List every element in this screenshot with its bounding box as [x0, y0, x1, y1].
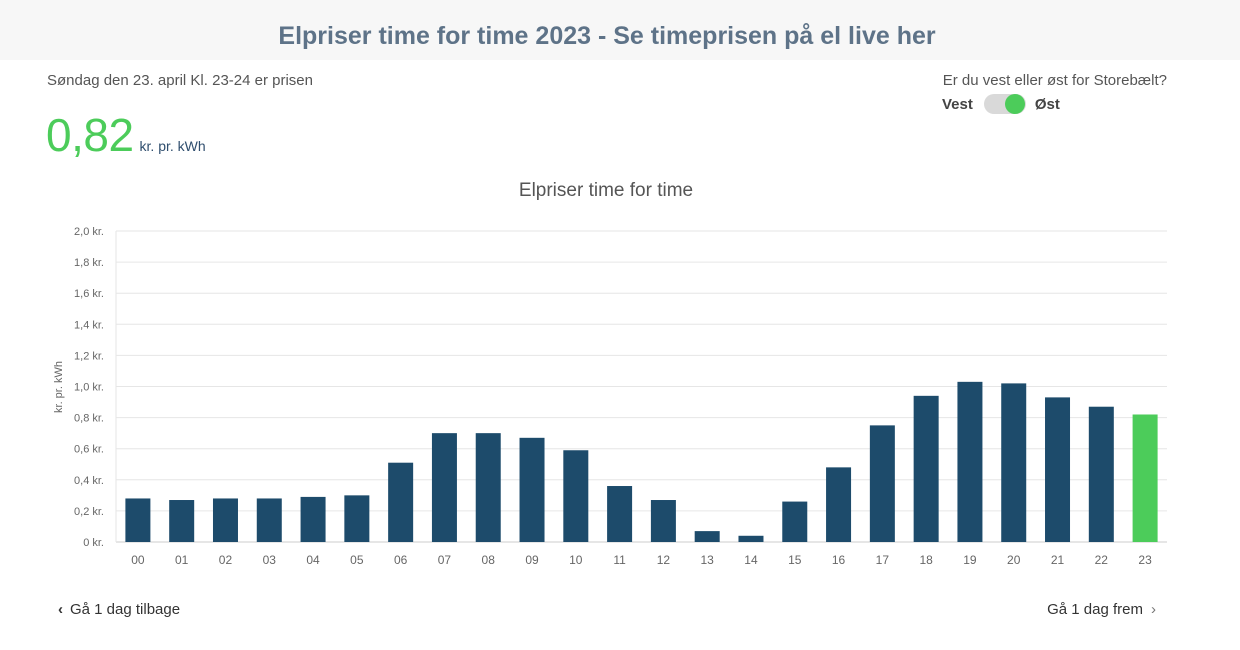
bar-hour-21[interactable]	[1045, 397, 1071, 542]
bar-hour-05[interactable]	[344, 495, 370, 542]
bar-hour-00[interactable]	[125, 498, 151, 542]
bar-hour-04[interactable]	[300, 496, 326, 542]
bar-hour-12[interactable]	[650, 500, 676, 542]
y-tick-label: 1,6 kr.	[74, 288, 104, 300]
bar-hour-16[interactable]	[826, 467, 852, 542]
x-tick-label: 18	[919, 553, 933, 567]
region-west-label[interactable]: Vest	[942, 95, 973, 113]
previous-day-link[interactable]: ‹ Gå 1 dag tilbage	[58, 601, 180, 618]
y-tick-label: 0,2 kr.	[74, 506, 104, 518]
bar-hour-06[interactable]	[388, 462, 414, 542]
bar-hour-07[interactable]	[431, 433, 457, 542]
bar-hour-22[interactable]	[1088, 406, 1114, 542]
header-band	[0, 0, 1240, 60]
bar-hour-19[interactable]	[957, 381, 983, 542]
x-tick-label: 06	[394, 553, 408, 567]
x-tick-label: 08	[482, 553, 496, 567]
x-tick-label: 22	[1095, 553, 1109, 567]
bar-hour-13[interactable]	[694, 531, 720, 542]
next-day-link[interactable]: Gå 1 dag frem ›	[1047, 601, 1156, 618]
previous-day-label: Gå 1 dag tilbage	[70, 601, 181, 618]
x-tick-label: 21	[1051, 553, 1065, 567]
bar-hour-08[interactable]	[475, 433, 501, 542]
x-tick-label: 13	[701, 553, 715, 567]
x-tick-label: 04	[306, 553, 320, 567]
y-tick-label: 0,4 kr.	[74, 475, 104, 487]
region-east-label[interactable]: Øst	[1034, 95, 1060, 113]
current-price-label: Søndag den 23. april Kl. 23-24 er prisen	[47, 72, 313, 89]
bar-hour-20[interactable]	[1001, 383, 1027, 542]
x-tick-label: 03	[263, 553, 277, 567]
x-tick-label: 23	[1138, 553, 1152, 567]
chart-title: Elpriser time for time	[519, 180, 693, 201]
region-toggle-row: Vest Øst	[942, 94, 1060, 114]
y-axis-label: kr. pr. kWh	[53, 361, 65, 413]
y-tick-label: 1,2 kr.	[74, 350, 104, 362]
x-tick-label: 00	[131, 553, 145, 567]
current-price-value: 0,82	[46, 109, 134, 161]
toggle-knob	[1004, 94, 1025, 114]
y-tick-label: 0,8 kr.	[74, 413, 104, 425]
x-tick-label: 14	[744, 553, 758, 567]
chevron-left-icon: ‹	[58, 601, 63, 618]
current-price: 0,82 kr. pr. kWh	[46, 108, 206, 162]
bar-hour-02[interactable]	[212, 498, 238, 542]
x-tick-label: 07	[438, 553, 452, 567]
x-tick-label: 10	[569, 553, 583, 567]
x-tick-label: 16	[832, 553, 846, 567]
x-tick-label: 20	[1007, 553, 1021, 567]
current-price-unit: kr. pr. kWh	[139, 138, 206, 154]
bar-hour-18[interactable]	[913, 395, 939, 542]
bar-hour-10[interactable]	[563, 450, 589, 542]
y-tick-label: 0,6 kr.	[74, 444, 104, 456]
x-tick-label: 09	[525, 553, 539, 567]
next-day-label: Gå 1 dag frem	[1047, 601, 1143, 618]
x-tick-label: 01	[175, 553, 189, 567]
bar-hour-11[interactable]	[607, 486, 633, 542]
bar-hour-14[interactable]	[738, 535, 764, 542]
bar-hour-23[interactable]	[1132, 414, 1158, 542]
region-toggle[interactable]	[983, 94, 1026, 114]
bar-hour-01[interactable]	[169, 500, 195, 542]
y-tick-label: 1,0 kr.	[74, 382, 104, 394]
x-tick-label: 19	[963, 553, 977, 567]
bar-hour-15[interactable]	[782, 501, 808, 542]
x-tick-label: 17	[876, 553, 890, 567]
y-tick-label: 1,4 kr.	[74, 319, 104, 331]
x-tick-label: 05	[350, 553, 364, 567]
y-tick-label: 1,8 kr.	[74, 257, 104, 269]
bar-hour-09[interactable]	[519, 437, 545, 542]
x-tick-label: 12	[657, 553, 671, 567]
x-tick-label: 11	[613, 553, 626, 567]
x-tick-label: 02	[219, 553, 233, 567]
bar-hour-17[interactable]	[869, 425, 895, 542]
y-tick-label: 2,0 kr.	[74, 226, 104, 238]
x-tick-label: 15	[788, 553, 802, 567]
bar-hour-03[interactable]	[256, 498, 282, 542]
page-title: Elpriser time for time 2023 - Se timepri…	[278, 22, 936, 50]
region-question: Er du vest eller øst for Storebælt?	[942, 72, 1167, 89]
price-chart: Elpriser time for time kr. pr. kWh 0 kr.…	[53, 180, 1167, 567]
chevron-right-icon: ›	[1151, 601, 1156, 618]
y-tick-label: 0 kr.	[83, 537, 104, 549]
